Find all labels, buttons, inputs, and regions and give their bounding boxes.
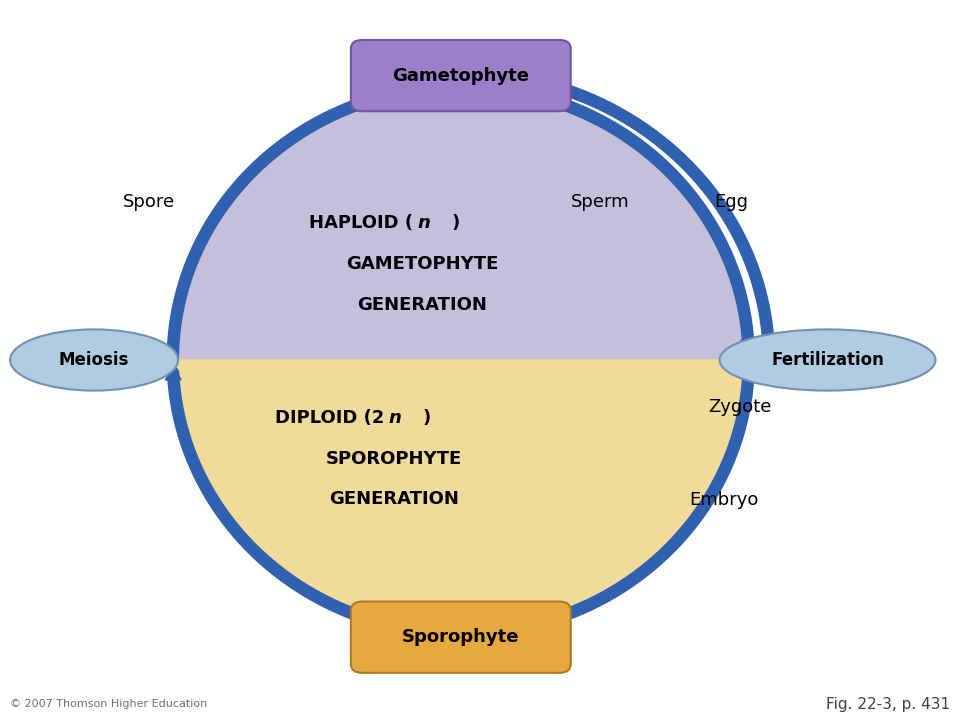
Ellipse shape xyxy=(10,329,178,390)
Text: GENERATION: GENERATION xyxy=(357,296,488,314)
Text: © 2007 Thomson Higher Education: © 2007 Thomson Higher Education xyxy=(10,699,206,709)
Text: DIPLOID (2: DIPLOID (2 xyxy=(275,409,384,426)
Text: GENERATION: GENERATION xyxy=(328,490,459,508)
Polygon shape xyxy=(173,360,749,634)
Text: ): ) xyxy=(451,214,460,232)
Text: Spore: Spore xyxy=(123,192,175,210)
Text: Fig. 22-3, p. 431: Fig. 22-3, p. 431 xyxy=(827,697,950,711)
Text: n: n xyxy=(389,409,401,426)
Text: Egg: Egg xyxy=(714,192,749,210)
Text: SPOROPHYTE: SPOROPHYTE xyxy=(325,449,462,468)
Text: Fertilization: Fertilization xyxy=(771,351,884,369)
Text: GAMETOPHYTE: GAMETOPHYTE xyxy=(347,256,498,273)
Text: HAPLOID (: HAPLOID ( xyxy=(309,214,413,232)
Ellipse shape xyxy=(720,329,935,390)
Text: Embryo: Embryo xyxy=(689,491,758,510)
Text: Meiosis: Meiosis xyxy=(59,351,130,369)
Text: Gametophyte: Gametophyte xyxy=(393,67,529,85)
Text: Zygote: Zygote xyxy=(708,397,772,416)
FancyBboxPatch shape xyxy=(351,40,570,111)
Polygon shape xyxy=(173,86,749,360)
FancyBboxPatch shape xyxy=(351,601,570,672)
Text: ): ) xyxy=(422,409,431,426)
Text: Sporophyte: Sporophyte xyxy=(402,628,519,647)
Text: Sperm: Sperm xyxy=(570,192,630,210)
Text: n: n xyxy=(418,214,430,232)
